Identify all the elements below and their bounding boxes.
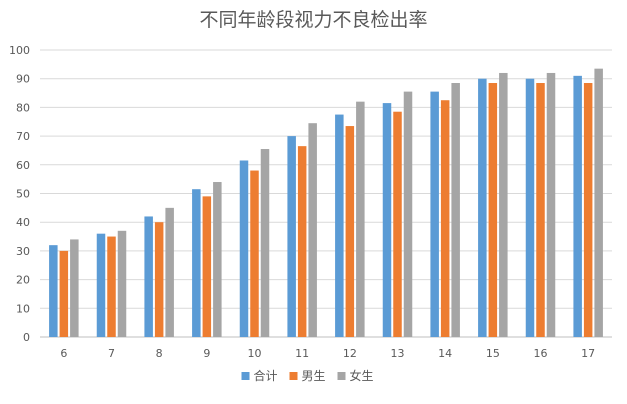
chart-title: 不同年龄段视力不良检出率 bbox=[199, 9, 427, 31]
bar bbox=[451, 83, 460, 337]
x-tick-label: 16 bbox=[534, 347, 548, 360]
gridlines bbox=[40, 49, 612, 338]
bar bbox=[308, 123, 317, 337]
bar bbox=[70, 239, 79, 337]
bar bbox=[393, 111, 402, 337]
bar bbox=[154, 222, 164, 337]
legend: 合计 男生 女生 bbox=[241, 368, 374, 383]
x-tick-label: 13 bbox=[391, 347, 405, 360]
x-tick-label: 11 bbox=[295, 347, 309, 360]
bar bbox=[345, 126, 355, 338]
x-tick-label: 14 bbox=[438, 347, 452, 360]
legend-swatch bbox=[289, 372, 298, 380]
bar bbox=[382, 103, 392, 337]
bar bbox=[107, 236, 116, 337]
legend-label: 女生 bbox=[350, 368, 374, 383]
y-tick-label: 90 bbox=[16, 73, 30, 86]
bar bbox=[59, 250, 69, 337]
bar bbox=[192, 189, 201, 337]
x-tick-label: 7 bbox=[108, 347, 115, 360]
bar bbox=[440, 100, 450, 337]
bar bbox=[546, 72, 556, 338]
bar bbox=[49, 245, 58, 337]
x-tick-label: 17 bbox=[581, 347, 595, 360]
y-tick-label: 70 bbox=[16, 130, 30, 143]
bar bbox=[403, 91, 413, 338]
x-tick-label: 10 bbox=[248, 347, 262, 360]
y-tick-label: 60 bbox=[16, 159, 30, 172]
y-tick-label: 50 bbox=[16, 188, 30, 201]
bar bbox=[499, 72, 508, 338]
bar bbox=[573, 75, 582, 337]
bar bbox=[297, 146, 307, 337]
y-tick-label: 20 bbox=[16, 274, 30, 287]
y-tick-label: 0 bbox=[23, 331, 30, 344]
x-tick-label: 12 bbox=[343, 347, 357, 360]
bar bbox=[202, 196, 212, 337]
bar bbox=[117, 230, 127, 337]
bars bbox=[49, 68, 603, 338]
y-tick-label: 30 bbox=[16, 245, 30, 258]
x-tick-label: 9 bbox=[203, 347, 210, 360]
bar bbox=[335, 114, 344, 337]
x-axis-ticks: 6 7 8 9 10 11 12 13 14 15 16 17 bbox=[60, 347, 595, 360]
bar bbox=[356, 101, 365, 337]
bar bbox=[430, 91, 439, 338]
bar bbox=[536, 83, 545, 337]
y-tick-label: 40 bbox=[16, 216, 30, 229]
bar bbox=[287, 136, 296, 337]
bar bbox=[250, 170, 259, 337]
legend-label: 男生 bbox=[302, 369, 326, 383]
bar bbox=[594, 68, 603, 337]
x-tick-label: 15 bbox=[486, 347, 500, 360]
legend-label: 合计 bbox=[254, 368, 278, 383]
bar bbox=[144, 216, 153, 337]
legend-swatch bbox=[241, 372, 250, 380]
bar bbox=[165, 207, 174, 337]
y-axis-ticks: 0 10 20 30 40 50 60 70 80 90 100 bbox=[9, 44, 30, 344]
bar bbox=[525, 78, 535, 337]
bar bbox=[239, 160, 249, 337]
bar bbox=[488, 83, 498, 337]
bar bbox=[260, 149, 270, 337]
bar bbox=[96, 233, 106, 337]
y-tick-label: 80 bbox=[16, 101, 30, 114]
y-tick-label: 10 bbox=[16, 302, 30, 315]
bar bbox=[478, 78, 487, 337]
y-tick-label: 100 bbox=[9, 44, 30, 57]
legend-swatch bbox=[337, 372, 346, 380]
x-tick-label: 8 bbox=[156, 347, 163, 360]
bar bbox=[583, 83, 593, 337]
x-tick-label: 6 bbox=[60, 347, 67, 360]
bar bbox=[213, 182, 222, 337]
